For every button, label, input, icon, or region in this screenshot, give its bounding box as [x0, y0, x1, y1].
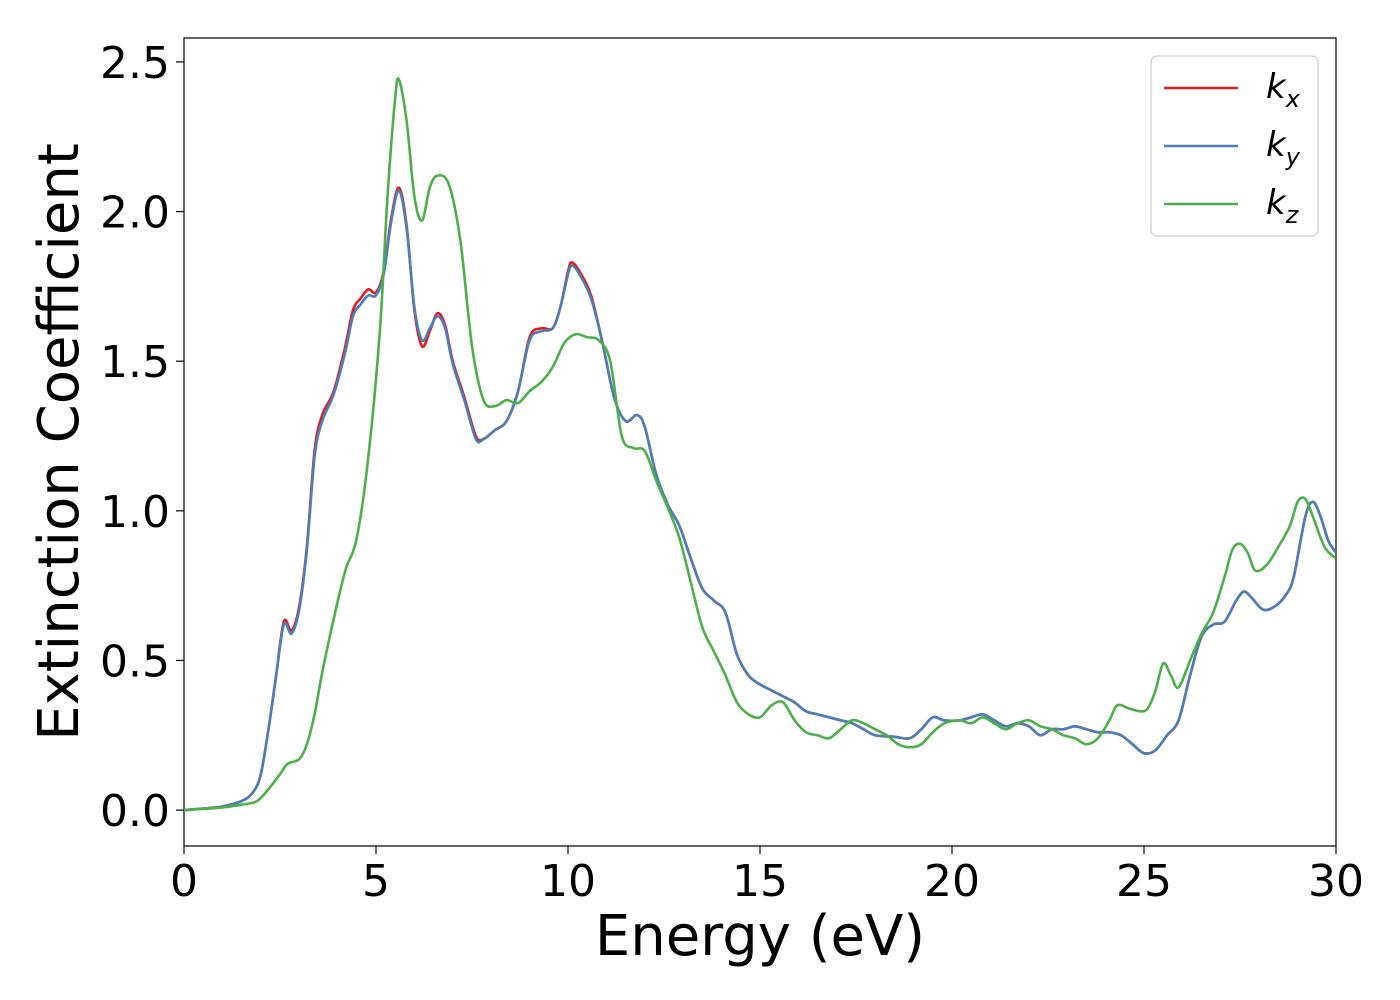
- y-tick-label: 1.0: [100, 487, 170, 538]
- series-layer: [184, 76, 1336, 812]
- y-tick-label: 1.5: [100, 337, 170, 388]
- y-tick-label: 0.0: [100, 786, 170, 837]
- legend-label-z: kz: [1266, 183, 1300, 229]
- legend-label-y: ky: [1266, 125, 1301, 171]
- series-line-kz: [184, 76, 1336, 812]
- y-tick-label: 0.5: [100, 636, 170, 687]
- x-tick-label: 10: [540, 856, 596, 907]
- x-tick-label: 20: [924, 856, 980, 907]
- y-axis-label: Extinction Coefficient: [27, 143, 92, 741]
- legend: kx ky kz: [1150, 55, 1319, 237]
- y-tick-label: 2.5: [100, 38, 170, 89]
- x-tick-label: 25: [1116, 856, 1172, 907]
- x-axis-label: Energy (eV): [595, 904, 925, 969]
- series-line-ky: [184, 189, 1336, 812]
- y-axis-ticks: 0.0 0.5 1.0 1.5 2.0 2.5: [100, 38, 184, 837]
- y-tick-label: 2.0: [100, 188, 170, 239]
- legend-label-x: kx: [1266, 67, 1301, 113]
- x-tick-label: 15: [732, 856, 788, 907]
- x-tick-label: 5: [362, 856, 390, 907]
- x-axis-ticks: 0 5 10 15 20 25 30: [170, 846, 1364, 907]
- x-tick-label: 30: [1308, 856, 1364, 907]
- x-tick-label: 0: [170, 856, 198, 907]
